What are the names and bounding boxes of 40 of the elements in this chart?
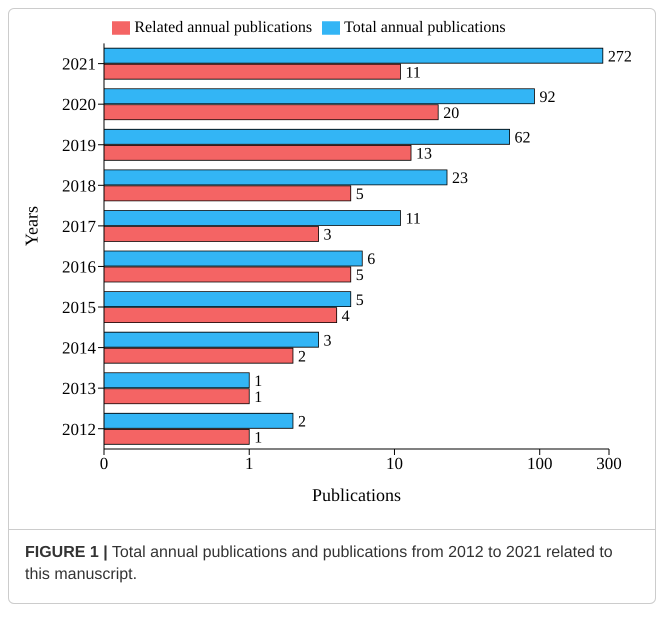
y-tick-label: 2018 — [62, 176, 96, 196]
data-label: 4 — [342, 308, 350, 325]
data-label: 6 — [367, 251, 376, 268]
data-label: 1 — [254, 372, 262, 390]
y-tick-label: 2021 — [62, 54, 96, 74]
y-tick-label: 2015 — [62, 298, 96, 318]
data-label: 11 — [405, 210, 421, 228]
data-label: 2 — [298, 348, 306, 366]
x-tick-label: 300 — [596, 454, 622, 474]
x-axis-title: Publications — [312, 485, 401, 505]
data-label: 272 — [608, 48, 632, 66]
y-tick-label: 2020 — [62, 95, 96, 114]
data-label: 5 — [356, 267, 364, 284]
y-tick-label: 2016 — [62, 257, 96, 276]
x-tick-label: 1 — [244, 454, 254, 474]
data-label: 20 — [443, 104, 460, 122]
y-tick-label: 2014 — [62, 338, 96, 358]
y-tick-label: 2012 — [62, 420, 96, 439]
data-label: 1 — [254, 429, 262, 446]
data-label: 1 — [254, 388, 262, 406]
data-label: 11 — [405, 64, 421, 82]
x-tick-label: 0 — [100, 454, 108, 474]
x-tick-label: 100 — [526, 454, 552, 474]
data-label: 23 — [452, 170, 468, 188]
y-tick-label: 2019 — [62, 136, 96, 155]
x-tick-label: 10 — [386, 454, 403, 474]
data-label: 3 — [324, 226, 332, 244]
y-axis-title: Years — [21, 206, 42, 246]
data-label: 13 — [416, 146, 432, 163]
legend-label: Related annual publications — [134, 19, 312, 36]
y-tick-label: 2017 — [62, 216, 96, 236]
data-label: 62 — [514, 130, 531, 147]
legend-label: Total annual publications — [344, 19, 506, 36]
data-label: 5 — [356, 292, 364, 309]
y-tick-label: 2013 — [62, 379, 96, 398]
data-label: 5 — [356, 186, 364, 204]
caption: FIGURE 1 | Total annual publications and publications from 2012 to 2021 related to this manuscript. — [9, 529, 655, 603]
data-label: 92 — [539, 88, 556, 106]
data-label: 2 — [298, 413, 306, 430]
data-label: 3 — [324, 332, 332, 350]
